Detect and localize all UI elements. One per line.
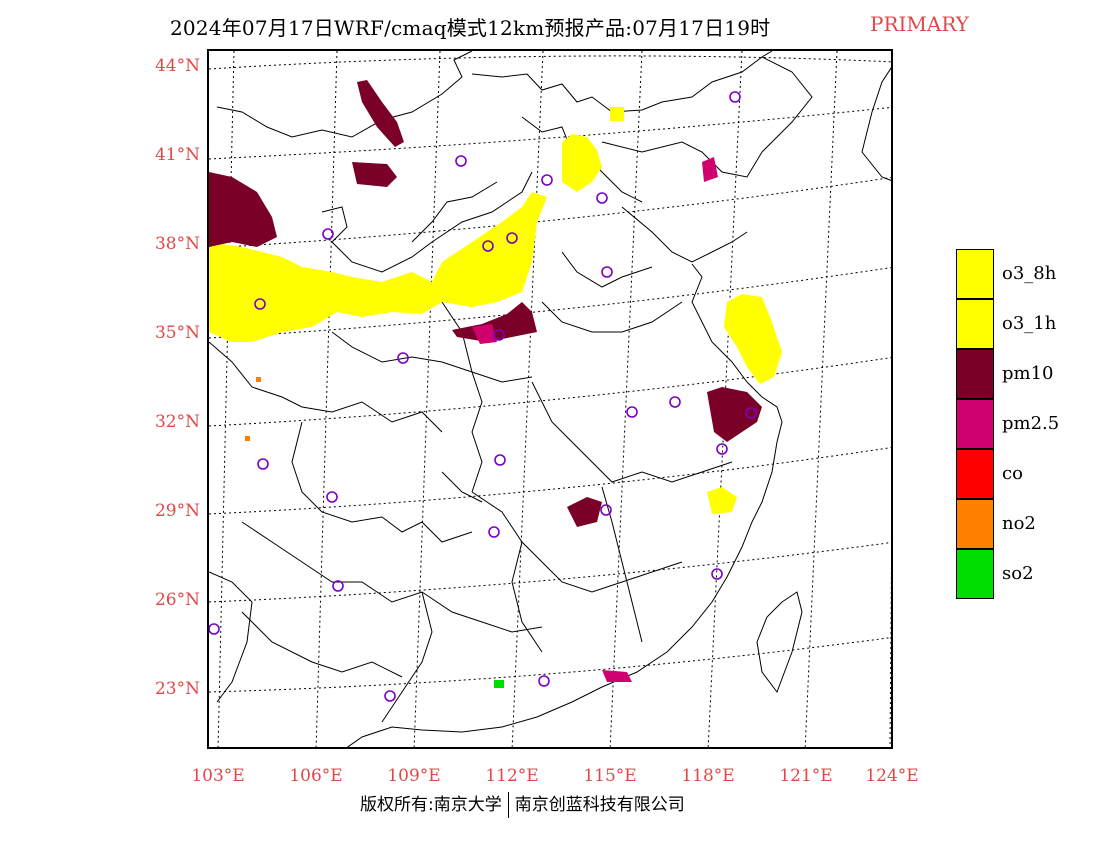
o3-patch-southeast [707,487,737,514]
lat-label-35: 35°N [154,323,200,343]
legend-swatch-pm10 [956,349,994,399]
o3-patch-north [562,134,602,192]
legend-item-so2: so2 [956,549,1092,599]
legend-label-so2: so2 [1002,563,1034,584]
lon-label-112: 112°E [485,766,539,786]
lat-label-38: 38°N [154,234,200,254]
legend-item-pm25: pm2.5 [956,399,1092,449]
legend-label-o3-1h: o3_1h [1002,313,1057,334]
lon-label-118: 118°E [681,766,735,786]
legend-swatch-o3-8h [956,249,994,299]
pm25-patch-central [472,324,497,344]
lat-label-26: 26°N [154,590,200,610]
pm10-patch-streak [357,80,404,147]
copyright-divider [507,792,509,818]
lon-label-121: 121°E [779,766,833,786]
copyright-right: 南京创蓝科技有限公司 [514,795,685,815]
legend-swatch-no2 [956,499,994,549]
map-canvas [209,51,891,747]
legend-swatch-co [956,449,994,499]
no2-dot [256,377,261,382]
lon-label-103: 103°E [191,766,245,786]
lat-label-29: 29°N [154,501,200,521]
map-panel [207,49,893,749]
pm10-patch-northwest [209,172,277,247]
legend-label-co: co [1002,463,1023,484]
legend-label-no2: no2 [1002,513,1036,534]
legend-item-o3-1h: o3_1h [956,299,1092,349]
pollutant-patches [209,80,782,688]
lon-label-115: 115°E [583,766,637,786]
legend-swatch-pm25 [956,399,994,449]
graticule [209,51,891,747]
legend-swatch-o3-1h [956,299,994,349]
pollutant-tag: PRIMARY [870,12,969,36]
lon-label-109: 109°E [387,766,441,786]
legend-item-co: co [956,449,1092,499]
copyright-left: 版权所有:南京大学 [360,795,502,815]
lat-label-41: 41°N [154,145,200,165]
o3-patch-ne-dot [610,107,624,121]
o3-patch-east [724,294,782,384]
legend-label-pm10: pm10 [1002,363,1054,384]
o3-patch-west [209,192,547,342]
legend-label-o3-8h: o3_8h [1002,263,1057,284]
pm10-patch-blob [352,162,397,187]
legend-item-o3-8h: o3_8h [956,249,1092,299]
lon-label-124: 124°E [865,766,919,786]
pm10-patch-central [452,302,537,342]
copyright: 版权所有:南京大学 南京创蓝科技有限公司 [360,790,685,818]
legend-item-pm10: pm10 [956,349,1092,399]
map-title: 2024年07月17日WRF/cmaq模式12km预报产品:07月17日19时 [170,16,771,40]
boundaries [209,51,891,747]
lat-label-44: 44°N [154,56,200,76]
station-markers [209,91,757,702]
lat-label-32: 32°N [154,412,200,432]
pm10-patch-east [707,387,762,442]
legend: o3_8h o3_1h pm10 pm2.5 co no2 so2 [956,249,1092,599]
pm25-patch-south [602,670,632,682]
legend-item-no2: no2 [956,499,1092,549]
no2-dot-2 [245,436,250,441]
pm25-patch-ne [702,157,718,182]
lon-label-106: 106°E [289,766,343,786]
so2-dot [494,680,504,688]
legend-swatch-so2 [956,549,994,599]
lat-label-23: 23°N [154,679,200,699]
legend-label-pm25: pm2.5 [1002,413,1060,434]
pm10-patch-south [567,497,602,527]
title-row: 2024年07月17日WRF/cmaq模式12km预报产品:07月17日19时 … [0,12,1100,42]
